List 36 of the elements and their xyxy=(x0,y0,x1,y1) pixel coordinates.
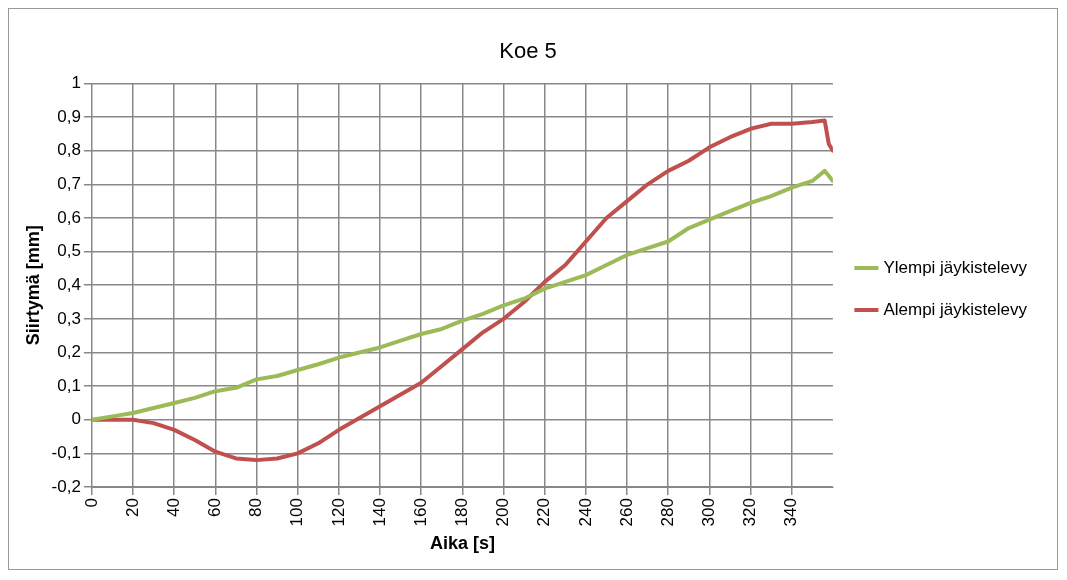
x-tick-label: 100 xyxy=(287,498,307,527)
y-tick-label: 0,5 xyxy=(57,241,81,261)
x-tick-label: 180 xyxy=(452,498,472,527)
x-tick-label: 20 xyxy=(122,498,142,517)
y-tick-label: -0,2 xyxy=(51,476,81,496)
chart-title: Koe 5 xyxy=(499,38,557,64)
x-tick-label: 120 xyxy=(328,498,348,527)
y-tick-label: 0,1 xyxy=(57,375,81,395)
y-tick-label: 0,9 xyxy=(57,106,81,126)
legend-label: Ylempi jäykistelevy xyxy=(883,257,1028,277)
y-tick-label: -0,1 xyxy=(51,443,81,463)
x-tick-label: 80 xyxy=(246,498,266,517)
x-tick-label: 320 xyxy=(740,498,760,527)
x-tick-label: 40 xyxy=(163,498,183,517)
x-tick-label: 220 xyxy=(534,498,554,527)
x-tick-label: 60 xyxy=(205,498,225,517)
y-tick-label: 0,7 xyxy=(57,174,81,193)
x-tick-label: 160 xyxy=(410,498,430,527)
y-tick-label: 0,4 xyxy=(57,274,81,294)
x-tick-label: 240 xyxy=(575,498,595,527)
x-tick-label: 0 xyxy=(81,498,101,508)
legend-label: Alempi jäykistelevy xyxy=(883,299,1028,319)
x-tick-label: 200 xyxy=(493,498,513,527)
x-axis-title: Aika [s] xyxy=(429,533,495,554)
y-axis-title: Siirtymä [mm] xyxy=(22,225,43,346)
y-tick-label: 0,8 xyxy=(57,140,81,160)
x-tick-label: 280 xyxy=(657,498,677,527)
y-tick-label: 0,6 xyxy=(57,207,81,227)
x-tick-label: 300 xyxy=(699,498,719,527)
x-tick-label: 340 xyxy=(781,498,801,527)
y-tick-label: 1 xyxy=(71,73,81,93)
x-tick-label: 140 xyxy=(369,498,389,527)
y-tick-label: 0,3 xyxy=(57,308,81,328)
x-tick-label: 260 xyxy=(616,498,636,527)
y-tick-label: 0 xyxy=(71,409,81,429)
y-tick-label: 0,2 xyxy=(57,342,81,362)
